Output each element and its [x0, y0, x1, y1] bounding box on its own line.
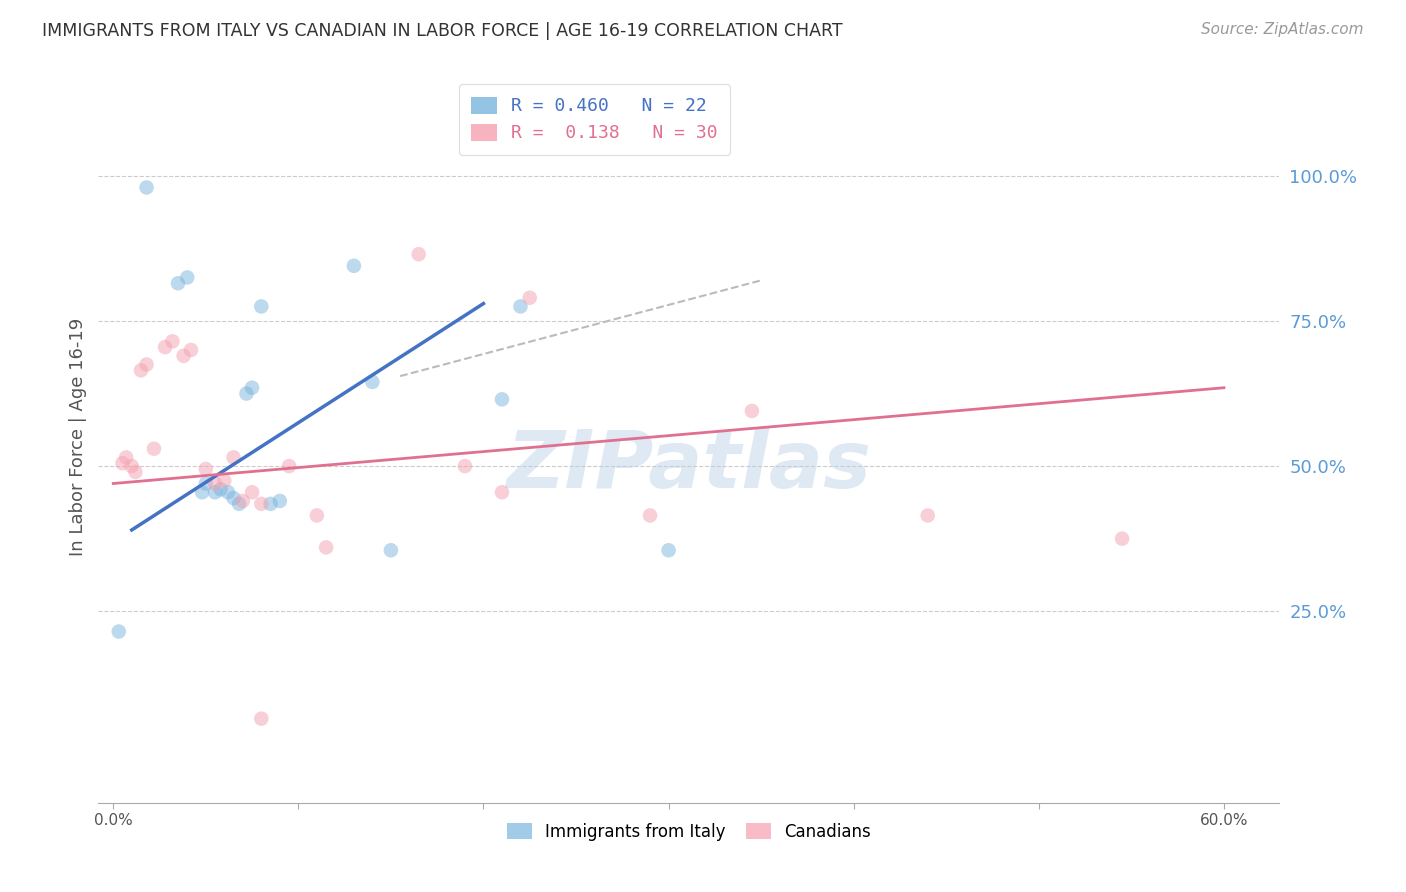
Point [741, 404, 763, 418]
Point [250, 300, 273, 314]
Point [278, 459, 301, 474]
Point [194, 476, 217, 491]
Point [305, 508, 328, 523]
Point [269, 494, 291, 508]
Point [638, 508, 661, 523]
Point [135, 358, 157, 372]
Point [173, 349, 195, 363]
Point [408, 247, 430, 261]
Point [209, 483, 232, 497]
Point [235, 386, 257, 401]
Point [194, 462, 217, 476]
Text: IMMIGRANTS FROM ITALY VS CANADIAN IN LABOR FORCE | AGE 16-19 CORRELATION CHART: IMMIGRANTS FROM ITALY VS CANADIAN IN LAB… [42, 22, 842, 40]
Point [135, 180, 157, 194]
Point [217, 485, 239, 500]
Point [222, 450, 245, 465]
Point [222, 491, 245, 505]
Point [142, 442, 165, 456]
Point [167, 277, 190, 291]
Point [250, 497, 273, 511]
Point [240, 381, 263, 395]
Point [658, 543, 681, 558]
Point [917, 508, 939, 523]
Point [343, 259, 366, 273]
Point [1111, 532, 1133, 546]
Point [176, 270, 198, 285]
Y-axis label: In Labor Force | Age 16-19: In Labor Force | Age 16-19 [69, 318, 87, 557]
Point [361, 375, 384, 389]
Point [191, 485, 214, 500]
Point [454, 459, 477, 474]
Point [180, 343, 202, 357]
Point [204, 476, 226, 491]
Point [491, 392, 513, 407]
Text: Source: ZipAtlas.com: Source: ZipAtlas.com [1201, 22, 1364, 37]
Point [124, 465, 146, 479]
Point [162, 334, 184, 349]
Point [115, 450, 138, 465]
Point [214, 474, 236, 488]
Point [315, 541, 337, 555]
Point [228, 497, 250, 511]
Point [240, 485, 263, 500]
Point [107, 624, 129, 639]
Point [259, 497, 281, 511]
Point [204, 485, 226, 500]
Point [232, 494, 254, 508]
Point [380, 543, 402, 558]
Legend: Immigrants from Italy, Canadians: Immigrants from Italy, Canadians [499, 814, 879, 849]
Point [153, 340, 176, 354]
Point [491, 485, 513, 500]
Point [129, 363, 152, 377]
Point [509, 300, 531, 314]
Point [121, 459, 143, 474]
Point [111, 456, 134, 470]
Point [519, 291, 541, 305]
Text: ZIPatlas: ZIPatlas [506, 427, 872, 506]
Point [250, 712, 273, 726]
